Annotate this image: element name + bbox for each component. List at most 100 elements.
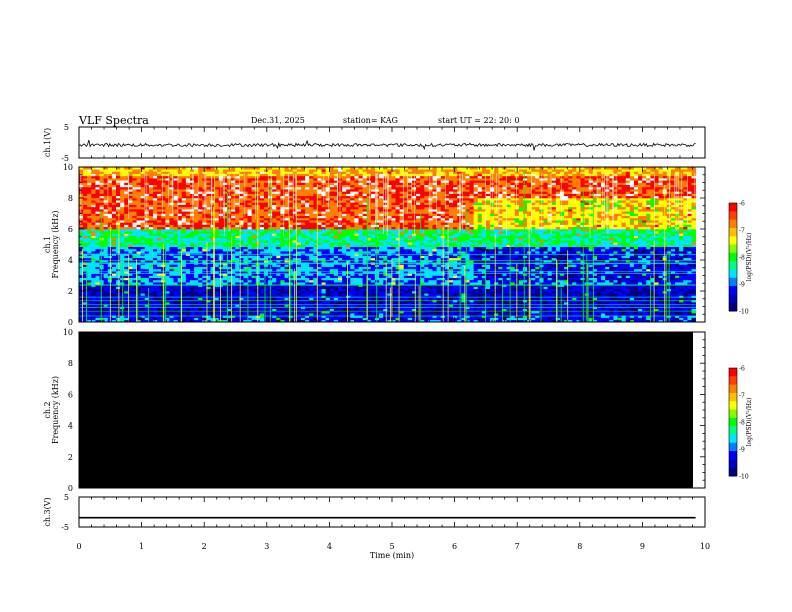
spectrogram-cell <box>366 233 372 236</box>
spectrogram-cell <box>202 226 207 230</box>
spectrogram-cell <box>329 171 335 174</box>
spectrogram-cell <box>272 237 277 241</box>
spectrogram-cell <box>272 193 277 197</box>
spectrogram-cell <box>99 291 104 294</box>
spectrogram-cell <box>333 271 339 274</box>
spectrogram-cell <box>136 222 141 225</box>
spectrogram-cell <box>247 275 252 279</box>
spectrogram-cell <box>333 313 339 316</box>
spectrogram-cell <box>185 220 191 223</box>
spectrogram-cell <box>91 182 96 186</box>
spectrogram-cell <box>218 275 224 279</box>
spectrogram-cell <box>226 293 232 296</box>
spectrogram-cell <box>177 310 183 314</box>
spectrogram-cell <box>370 288 376 292</box>
spectrogram-cell <box>309 279 314 283</box>
spectrogram-cell <box>95 209 100 212</box>
spectrogram-cell <box>354 260 359 263</box>
spectrogram-cell <box>300 282 306 285</box>
spectrogram-cell <box>173 200 178 203</box>
spectrogram-cell <box>305 206 310 210</box>
spectrogram-cell <box>358 195 363 199</box>
spectrogram-cell <box>321 224 326 228</box>
spectrogram-cell <box>288 211 294 214</box>
spectrogram-cell <box>111 215 117 219</box>
spectrogram-cell <box>276 275 281 279</box>
spectrogram-cell <box>173 235 178 239</box>
spectrogram-cell <box>309 244 314 248</box>
spectrogram-cell <box>243 240 248 243</box>
spectrogram-cell <box>231 235 236 239</box>
spectrogram-cell <box>95 191 100 194</box>
spectrogram-cell <box>91 169 96 172</box>
spectrogram-cell <box>161 233 166 236</box>
spectrogram-cell <box>346 193 351 197</box>
spectrogram-cell <box>247 206 252 210</box>
spectrogram-cell <box>370 295 376 298</box>
spectrogram-cell <box>280 206 285 210</box>
spectrogram-cell <box>103 240 109 243</box>
spectrogram-cell <box>346 313 351 316</box>
spectrogram-cell <box>276 299 281 303</box>
spectrogram-cell <box>231 297 236 301</box>
spectrogram-cell <box>202 240 207 243</box>
spectrogram-cell <box>288 169 294 172</box>
spectrogram-cell <box>91 275 96 279</box>
spectrogram-cell <box>280 217 285 221</box>
spectrogram-cell <box>83 302 88 305</box>
spectrogram-cell <box>79 195 84 199</box>
spectrogram-cell <box>329 178 335 181</box>
spectrogram-cell <box>116 308 121 312</box>
spectrogram-cell <box>292 242 298 245</box>
spectrogram-cell <box>198 310 203 314</box>
spectrogram-cell <box>239 310 244 314</box>
spectrogram-cell <box>354 308 359 312</box>
spectrogram-cell <box>366 229 372 232</box>
spectrogram-cell <box>87 169 92 172</box>
spectrogram-cell <box>296 275 302 279</box>
spectrogram-cell <box>296 184 302 188</box>
spectrogram-cell <box>136 217 141 221</box>
spectrogram-cell <box>247 169 252 172</box>
spectrogram-cell <box>136 182 141 186</box>
spectrogram-cell <box>136 184 141 188</box>
spectrogram-cell <box>189 266 195 270</box>
spectrogram-cell <box>214 222 220 225</box>
spectrogram-cell <box>128 167 133 170</box>
spectrogram-cell <box>317 266 322 270</box>
spectrogram-cell <box>103 310 109 314</box>
spectrogram-cell <box>157 275 162 279</box>
spectrogram-cell <box>103 217 109 221</box>
spectrogram-cell <box>202 268 207 272</box>
spectrogram-cell <box>87 229 92 232</box>
spectrogram-cell <box>103 222 109 225</box>
spectrogram-cell <box>132 257 137 261</box>
spectrogram-cell <box>276 319 281 322</box>
spectrogram-cell <box>181 275 187 279</box>
spectrogram-cell <box>222 317 228 321</box>
spectrogram-cell <box>165 200 170 203</box>
spectrogram-cell <box>124 271 129 274</box>
spectrogram-cell <box>99 215 104 219</box>
spectrogram-cell <box>194 271 199 274</box>
spectrogram-cell <box>111 169 117 172</box>
spectrogram-cell <box>177 184 183 188</box>
spectrogram-cell <box>337 169 343 172</box>
spectrogram-cell <box>103 306 109 310</box>
spectrogram-cell <box>292 189 298 192</box>
spectrogram-cell <box>165 268 170 272</box>
spectrogram-cell <box>202 242 207 245</box>
spectrogram-cell <box>305 297 310 301</box>
spectrogram-cell <box>243 169 248 172</box>
spectrogram-cell <box>342 229 347 232</box>
spectrogram-cell <box>235 302 240 305</box>
spectrogram-cell <box>194 302 199 305</box>
spectrogram-cell <box>157 308 162 312</box>
spectrogram-cell <box>305 220 310 223</box>
spectrogram-cell <box>362 273 368 276</box>
spectrogram-cell <box>210 209 215 212</box>
spectrogram-cell <box>231 291 236 294</box>
spectrogram-cell <box>284 202 289 205</box>
spectrogram-cell <box>259 304 265 307</box>
spectrogram-cell <box>239 251 244 254</box>
